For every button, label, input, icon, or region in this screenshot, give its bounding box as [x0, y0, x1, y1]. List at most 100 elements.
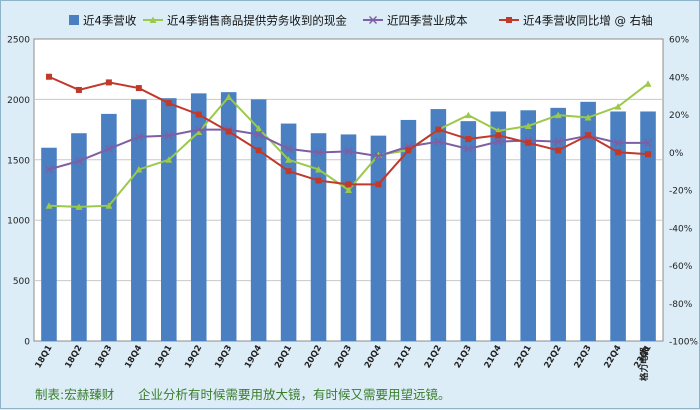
point-18Q3	[104, 144, 113, 153]
point-18Q1	[44, 165, 53, 174]
x-tick-label: 21Q2	[423, 343, 444, 370]
x-tick-label: 22Q2	[543, 343, 564, 370]
x-tick-label: 22Q4	[603, 343, 624, 370]
right-tick-label: 40%	[669, 73, 689, 83]
bar-21Q2	[430, 109, 447, 342]
legend-marker	[369, 16, 377, 24]
bar-22Q2	[550, 107, 566, 341]
point-20Q1	[285, 168, 292, 175]
x-tick-label: 20Q4	[363, 343, 384, 370]
bar-20Q1	[280, 123, 297, 341]
bar-22Q4	[610, 111, 626, 341]
point-19Q4	[255, 124, 263, 132]
point-21Q3	[464, 111, 472, 119]
point-20Q4	[375, 181, 382, 188]
point-21Q4	[495, 132, 502, 139]
line-series-2	[45, 73, 652, 188]
point-21Q2	[435, 126, 442, 133]
x-tick-label: 22Q1	[513, 343, 534, 370]
x-tick-label: 21Q3	[453, 343, 474, 370]
point-20Q3	[345, 186, 352, 193]
point-20Q2	[314, 148, 323, 157]
bar-18Q2	[71, 133, 87, 341]
point-19Q2	[195, 128, 203, 136]
point-19Q2	[195, 111, 202, 118]
point-19Q1	[164, 131, 173, 140]
bar-21Q4	[490, 111, 507, 341]
point-18Q1	[45, 202, 53, 209]
point-22Q2	[554, 137, 563, 146]
legend-item: 近四季营业成本	[363, 14, 468, 28]
x-tick-label: 18Q4	[123, 343, 144, 370]
point-22Q4	[614, 103, 622, 110]
point-20Q4	[374, 152, 383, 161]
point-22Q1	[525, 139, 532, 146]
point-18Q3	[105, 79, 112, 86]
left-tick-label: 1000	[7, 217, 30, 227]
point-19Q3	[225, 128, 232, 135]
bar-19Q3	[220, 92, 237, 341]
x-tick-label: 18Q2	[63, 343, 84, 370]
legend-item: 近4季营收同比增 @ 右轴	[499, 14, 653, 28]
point-19Q4	[255, 147, 262, 154]
bar-19Q2	[190, 93, 207, 341]
bar-22Q3	[580, 101, 596, 341]
right-tick-label: -80%	[669, 300, 693, 310]
point-18Q1	[45, 73, 52, 80]
bar-22Q1	[520, 110, 537, 341]
point-18Q2	[75, 203, 83, 210]
point-20Q1	[284, 144, 293, 153]
legend-item: 近4季营收	[69, 14, 137, 28]
point-20Q3	[344, 147, 353, 156]
point-20Q1	[285, 156, 293, 163]
point-20Q3	[345, 181, 352, 188]
point-20Q2	[315, 177, 322, 184]
right-tick-label: -100%	[669, 338, 698, 348]
bar-20Q4	[370, 135, 387, 341]
left-tick-label: 500	[13, 277, 30, 287]
point-19Q1	[165, 100, 172, 107]
bar-18Q1	[41, 147, 57, 341]
left-tick-label: 2000	[7, 96, 30, 106]
point-18Q4	[134, 132, 143, 141]
point-18Q3	[105, 202, 113, 209]
point-22Q1	[524, 122, 532, 129]
point-18Q2	[74, 157, 83, 166]
point-19Q4	[254, 130, 263, 139]
x-tick-label: 19Q3	[213, 343, 234, 370]
point-20Q2	[315, 165, 323, 173]
point-21Q3	[464, 144, 473, 153]
point-23Q1	[644, 138, 653, 147]
right-tick-label: -40%	[669, 224, 693, 234]
x-tick-label: 21Q1	[393, 343, 414, 370]
legend-marker	[149, 16, 157, 23]
point-22Q2	[554, 111, 562, 119]
legend: 近4季营收 近4季销售商品提供劳务收到的现金 近四季营业成本 近4季营收同比增 @ 右…	[69, 14, 653, 28]
x-tick-label: 19Q4	[243, 343, 264, 370]
footer-note: 制表:宏赫臻财 企业分析有时候需要用放大镜，有时候又需要用望远镜。	[35, 387, 451, 402]
point-21Q4	[494, 127, 502, 134]
x-tick-label: 20Q1	[273, 343, 294, 370]
legend-label: 近4季销售商品提供劳务收到的现金	[167, 14, 347, 28]
left-tick-label: 0	[24, 338, 30, 348]
point-19Q2	[194, 125, 203, 134]
bar-23Q1	[640, 111, 656, 341]
x-tick-label: 20Q2	[303, 343, 324, 370]
point-23Q1	[644, 80, 652, 87]
point-18Q4	[135, 165, 143, 173]
point-22Q2	[555, 147, 562, 154]
legend-swatch	[69, 15, 79, 25]
bar-18Q3	[101, 113, 117, 341]
point-22Q4	[614, 138, 623, 147]
legend-label: 近4季营收同比增 @ 右轴	[523, 14, 653, 28]
x-tick-label: 19Q2	[183, 343, 204, 370]
bar-21Q3	[460, 121, 477, 341]
point-21Q2	[434, 137, 443, 146]
point-18Q4	[135, 85, 142, 92]
right-tick-label: 60%	[669, 36, 689, 46]
company-label: 格力电器	[639, 347, 650, 382]
x-tick-label: 22Q3	[573, 343, 594, 370]
legend-marker	[506, 17, 512, 23]
bar-19Q4	[250, 99, 267, 342]
